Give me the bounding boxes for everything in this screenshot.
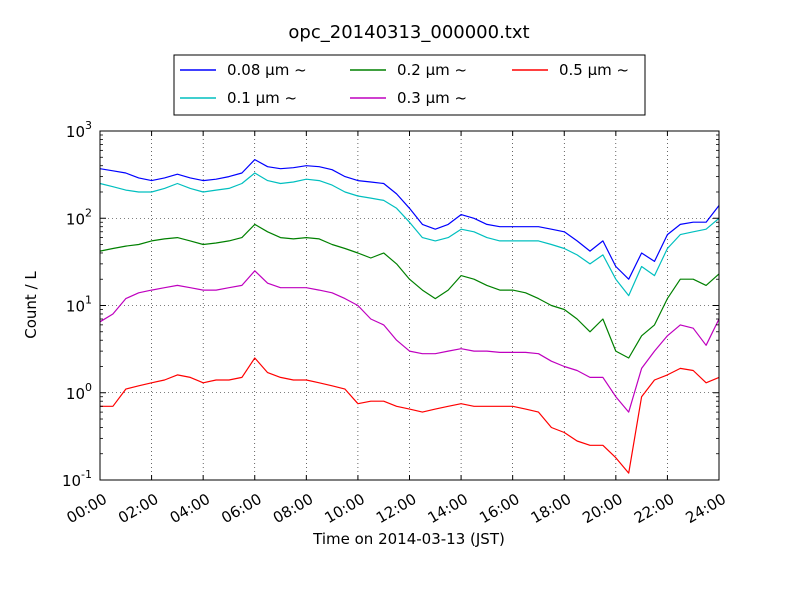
x-tick-label: 12:00 — [373, 490, 419, 527]
x-axis-label: Time on 2014-03-13 (JST) — [312, 530, 505, 548]
x-tick-label: 18:00 — [528, 490, 574, 527]
y-tick-base: 10 — [66, 385, 85, 403]
chart: opc_20140313_000000.txt 0.08 μm ~ 0.1 μm … — [0, 0, 800, 600]
legend-label: 0.08 μm ~ — [227, 61, 307, 79]
x-tick-label: 16:00 — [476, 490, 522, 527]
legend-label: 0.2 μm ~ — [397, 61, 467, 79]
legend: 0.08 μm ~ 0.1 μm ~ 0.2 μm ~ 0.3 μm ~ 0.5 μm … — [174, 55, 645, 115]
legend-label: 0.3 μm ~ — [397, 89, 467, 107]
y-tick-exponent: 2 — [85, 206, 92, 219]
y-tick-base: 10 — [66, 298, 85, 316]
y-tick-label: 103 — [66, 119, 92, 141]
x-tick-label: 10:00 — [321, 490, 367, 527]
y-tick-exponent: 1 — [85, 294, 92, 307]
y-tick-label: 102 — [66, 206, 92, 228]
legend-label: 0.5 μm ~ — [559, 61, 629, 79]
x-tick-label: 22:00 — [631, 490, 677, 527]
y-axis-label: Count / L — [22, 271, 40, 339]
x-tick-label: 24:00 — [683, 490, 729, 527]
x-tick-label: 04:00 — [167, 490, 213, 527]
y-tick-label: 100 — [66, 381, 92, 403]
y-tick-base: 10 — [66, 123, 85, 141]
y-tick-base: 10 — [62, 472, 81, 490]
legend-label: 0.1 μm ~ — [227, 89, 297, 107]
x-tick-label: 02:00 — [115, 490, 161, 527]
y-tick-exponent: -1 — [81, 468, 92, 481]
y-tick-label: 101 — [66, 294, 92, 316]
x-tick-label: 20:00 — [579, 490, 625, 527]
x-tick-label: 00:00 — [64, 490, 110, 527]
x-tick-label: 08:00 — [270, 490, 316, 527]
chart-title: opc_20140313_000000.txt — [288, 22, 529, 43]
x-tick-label: 06:00 — [218, 490, 264, 527]
y-tick-base: 10 — [66, 210, 85, 228]
y-tick-exponent: 3 — [85, 119, 92, 132]
y-tick-exponent: 0 — [85, 381, 92, 394]
y-tick-label: 10-1 — [62, 468, 92, 490]
x-tick-label: 14:00 — [425, 490, 471, 527]
